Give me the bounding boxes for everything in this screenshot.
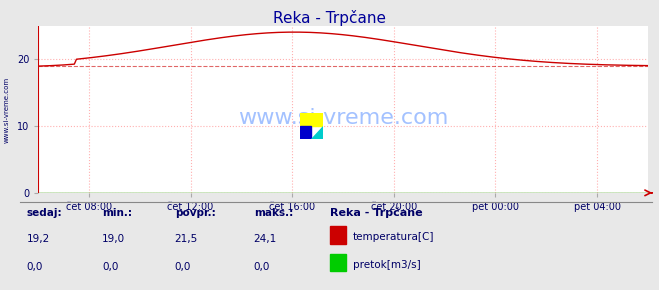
Text: povpr.:: povpr.: (175, 208, 215, 218)
Text: Reka - Trpčane: Reka - Trpčane (330, 208, 422, 218)
Text: www.si-vreme.com: www.si-vreme.com (238, 108, 448, 128)
Bar (300, 126, 312, 139)
Text: 24,1: 24,1 (254, 234, 277, 244)
Text: min.:: min.: (102, 208, 132, 218)
Text: maks.:: maks.: (254, 208, 293, 218)
Text: 0,0: 0,0 (175, 262, 191, 272)
Text: sedaj:: sedaj: (26, 208, 62, 218)
Text: 19,0: 19,0 (102, 234, 125, 244)
Text: 19,2: 19,2 (26, 234, 49, 244)
Text: Reka - Trpčane: Reka - Trpčane (273, 10, 386, 26)
Text: pretok[m3/s]: pretok[m3/s] (353, 260, 420, 270)
Polygon shape (312, 126, 323, 139)
Bar (300, 113, 323, 126)
Text: 0,0: 0,0 (26, 262, 43, 272)
Text: 21,5: 21,5 (175, 234, 198, 244)
Text: www.si-vreme.com: www.si-vreme.com (3, 77, 10, 143)
Text: temperatura[C]: temperatura[C] (353, 232, 434, 242)
Text: 0,0: 0,0 (102, 262, 119, 272)
Text: 0,0: 0,0 (254, 262, 270, 272)
